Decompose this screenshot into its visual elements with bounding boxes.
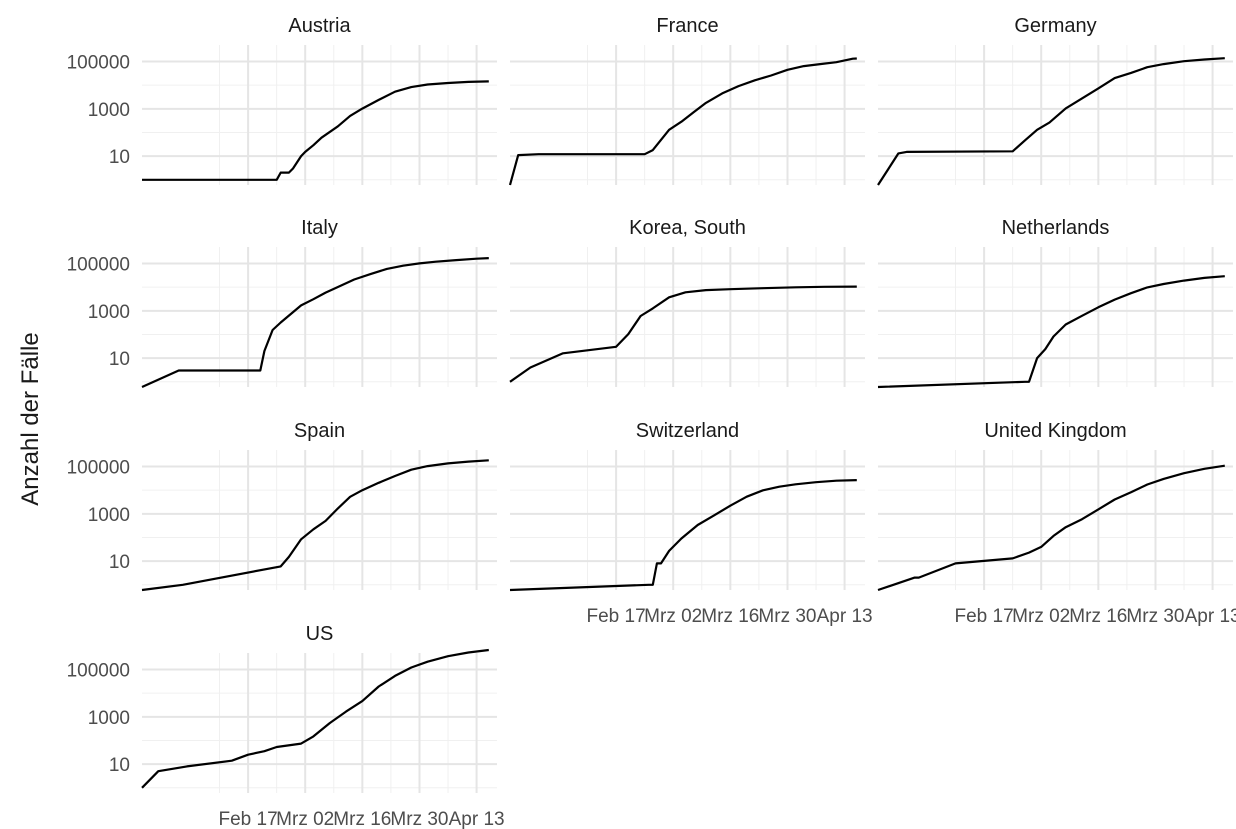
y-tick-label: 100000 xyxy=(67,458,130,479)
facet-title: Spain xyxy=(294,420,345,442)
x-tick-label: Mrz 16 xyxy=(701,606,759,627)
x-tick-label: Mrz 02 xyxy=(276,809,334,829)
x-tick-label: Mrz 02 xyxy=(1012,606,1070,627)
series-line xyxy=(509,479,857,592)
x-tick-label: Apr 13 xyxy=(817,606,873,627)
facet-panel: Korea, South xyxy=(509,217,865,387)
y-tick-label: 10 xyxy=(109,147,130,168)
facet-title: US xyxy=(306,623,334,645)
y-axis-title: Anzahl der Fälle xyxy=(17,332,44,505)
y-tick-label: 1000 xyxy=(88,708,130,729)
y-tick-label: 100000 xyxy=(67,53,130,74)
facet-panel: Spain 10 1000 100000 xyxy=(67,420,497,592)
x-tick-label: Apr 13 xyxy=(1185,606,1236,627)
y-tick-label: 1000 xyxy=(88,302,130,323)
y-tick-label: 10 xyxy=(109,755,130,776)
facet-title: Switzerland xyxy=(636,420,739,442)
x-tick-label: Mrz 30 xyxy=(758,606,816,627)
series-line xyxy=(509,285,857,383)
x-tick-label: Mrz 16 xyxy=(1069,606,1127,627)
x-tick-label: Mrz 16 xyxy=(333,809,391,829)
y-tick-label: 100000 xyxy=(67,661,130,682)
series-line xyxy=(877,57,1225,186)
facet-panel: Austria 10 1000 100000 xyxy=(67,15,497,185)
y-tick-label: 10 xyxy=(109,552,130,573)
x-tick-label: Feb 17 xyxy=(219,809,278,829)
y-tick-label: 1000 xyxy=(88,100,130,121)
y-tick-label: 10 xyxy=(109,349,130,370)
facet-panel: Netherlands xyxy=(877,217,1233,389)
facet-title: Italy xyxy=(301,217,338,239)
series-line xyxy=(141,257,489,389)
x-tick-label: Mrz 02 xyxy=(644,606,702,627)
facet-panel: France xyxy=(508,15,865,186)
x-tick-label: Feb 17 xyxy=(955,606,1014,627)
y-tick-label: 1000 xyxy=(88,505,130,526)
facet-title: United Kingdom xyxy=(984,420,1126,442)
series-line xyxy=(508,57,857,186)
facet-title: Netherlands xyxy=(1002,217,1110,239)
series-line xyxy=(141,459,489,592)
x-tick-label: Mrz 30 xyxy=(390,809,448,829)
series-line xyxy=(877,464,1225,592)
facet-title: Korea, South xyxy=(629,217,746,239)
facet-title: France xyxy=(656,15,718,37)
series-line xyxy=(142,80,489,181)
facet-title: Germany xyxy=(1014,15,1096,37)
facet-panel: Italy 10 1000 100000 xyxy=(67,217,497,389)
facet-title: Austria xyxy=(288,15,351,37)
series-line xyxy=(877,275,1225,389)
series-line xyxy=(141,648,489,789)
facet-panel: Germany xyxy=(877,15,1233,186)
x-tick-label: Apr 13 xyxy=(449,809,505,829)
x-tick-label: Feb 17 xyxy=(587,606,646,627)
y-tick-label: 100000 xyxy=(67,255,130,276)
x-tick-label: Mrz 30 xyxy=(1126,606,1184,627)
